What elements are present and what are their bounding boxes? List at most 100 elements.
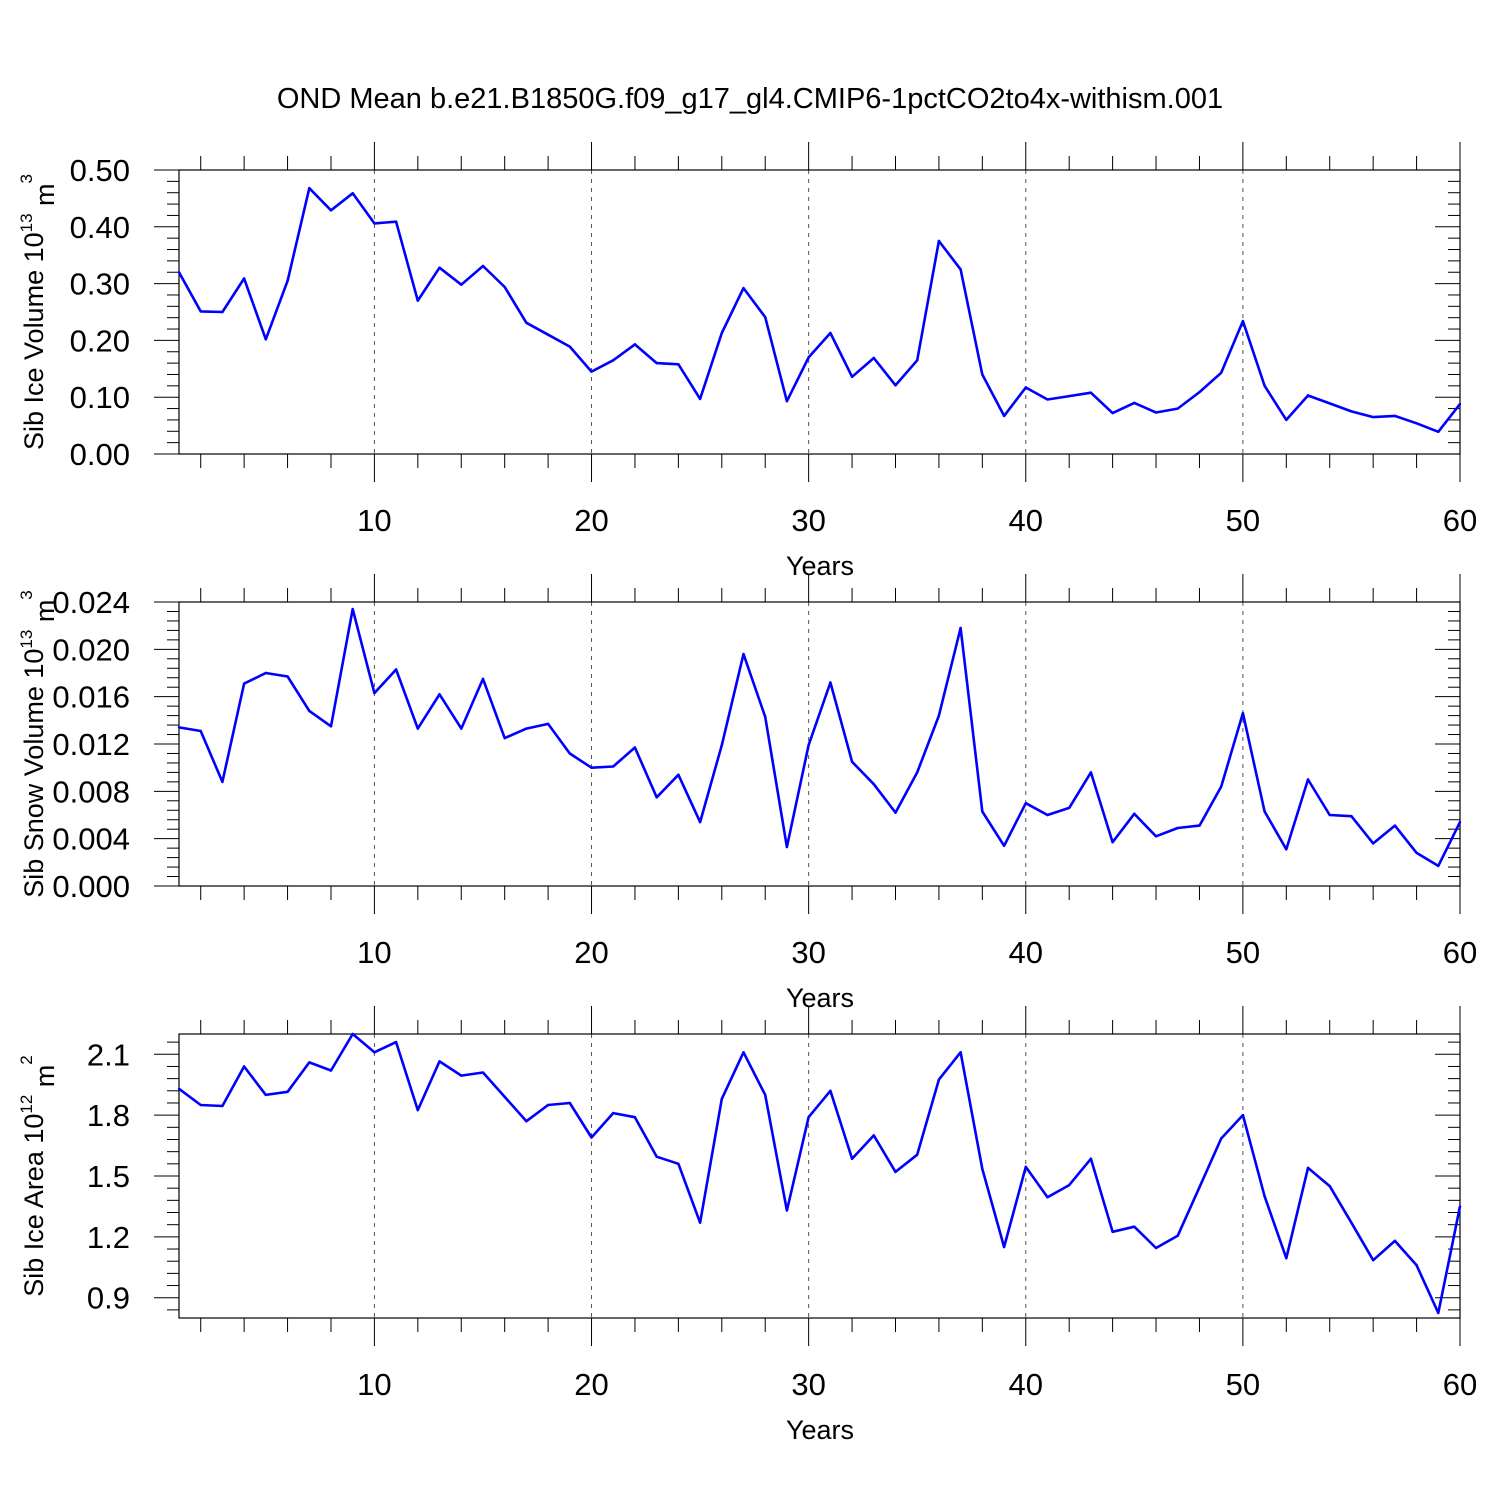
y-axis-label-part: 3: [17, 590, 36, 599]
data-point: [1241, 712, 1245, 715]
data-point: [720, 1097, 723, 1101]
data-point: [677, 363, 680, 366]
x-tick-label: 30: [791, 935, 825, 970]
data-point: [894, 1170, 897, 1174]
data-point: [525, 1120, 528, 1123]
data-point: [1111, 1230, 1114, 1233]
data-point: [1089, 1157, 1093, 1160]
data-point: [1111, 841, 1114, 844]
data-point: [546, 333, 550, 336]
data-point: [1154, 411, 1158, 414]
data-point: [916, 1153, 919, 1156]
data-point: [1350, 814, 1353, 818]
data-point: [785, 1209, 789, 1212]
data-point: [872, 783, 875, 786]
data-point: [177, 271, 181, 274]
y-axis-label-part: Sib Snow Volume 10: [19, 649, 49, 898]
data-point: [677, 773, 680, 776]
data-point: [829, 1089, 832, 1093]
x-tick-label: 50: [1226, 1367, 1260, 1402]
data-point: [1350, 410, 1353, 413]
data-point: [1306, 394, 1310, 397]
data-point: [894, 384, 897, 387]
data-point: [1415, 1264, 1418, 1267]
panel-ice-area: 0.9 1.2 1.5 1.8 2.1 10 20 30 40 50 60 Years Sib Ice …: [17, 1006, 1477, 1445]
data-point: [1263, 1195, 1266, 1198]
data-point: [1415, 422, 1418, 425]
x-tick-label: 10: [357, 1367, 391, 1402]
data-point: [416, 727, 420, 730]
data-point: [829, 681, 832, 684]
x-tick-label: 10: [357, 935, 391, 970]
y-tick-label: 1.2: [87, 1220, 130, 1255]
panel-ice-volume: 0.00 0.10 0.20 0.30 0.40 0.50 10 20 30 40 50 60 Year…: [17, 142, 1477, 581]
data-point: [1046, 1196, 1049, 1199]
data-point: [568, 1101, 572, 1105]
data-point: [351, 1032, 354, 1036]
data-point: [981, 1167, 984, 1171]
data-point: [221, 310, 224, 314]
data-point: [894, 811, 897, 814]
data-point: [1154, 835, 1158, 838]
data-point: [981, 810, 984, 813]
data-point: [1437, 1311, 1440, 1315]
data-point: [286, 279, 289, 282]
data-point: [264, 338, 268, 341]
data-point: [568, 345, 572, 348]
y-tick-label: 0.40: [70, 210, 130, 245]
data-point: [1285, 848, 1288, 851]
data-point: [416, 299, 420, 302]
data-point: [1393, 414, 1397, 418]
data-point: [329, 725, 333, 728]
data-point: [829, 331, 832, 335]
data-point: [1024, 801, 1027, 805]
data-point: [850, 760, 854, 763]
y-axis-label: Sib Ice Volume 1013 m3: [17, 174, 60, 450]
data-point: [1328, 813, 1331, 817]
x-tick-label: 40: [1009, 935, 1043, 970]
y-tick-label: 2.1: [87, 1037, 130, 1072]
data-point: [937, 239, 941, 243]
data-point: [612, 765, 615, 768]
data-point: [1306, 1166, 1310, 1170]
data-point: [481, 264, 485, 268]
data-point: [698, 1221, 702, 1224]
data-point: [698, 820, 702, 824]
data-point: [633, 1115, 637, 1119]
data-point: [546, 722, 550, 726]
data-point: [1393, 1239, 1397, 1243]
data-point: [1067, 394, 1071, 398]
data-point: [329, 209, 333, 212]
y-tick-label: 0.016: [52, 680, 130, 715]
data-point: [1219, 1137, 1223, 1140]
y-tick-label: 0.000: [52, 869, 130, 904]
data-point: [612, 359, 615, 362]
data-point: [1241, 1113, 1245, 1117]
data-point: [1350, 1221, 1353, 1224]
data-point: [351, 607, 354, 611]
data-point: [1458, 1205, 1462, 1208]
y-tick-label: 0.30: [70, 267, 130, 302]
plot-frame: [178, 169, 1461, 455]
data-point: [742, 286, 745, 290]
data-point: [329, 1069, 333, 1072]
data-point: [1219, 785, 1223, 788]
data-point: [503, 736, 506, 740]
data-point: [698, 397, 702, 401]
data-point: [1371, 1258, 1375, 1262]
data-point: [394, 668, 398, 671]
data-point: [481, 677, 485, 681]
x-tick-label: 60: [1443, 935, 1477, 970]
data-point: [416, 1108, 420, 1112]
data-point: [633, 343, 637, 346]
x-tick-label: 30: [791, 1367, 825, 1402]
data-point: [546, 1103, 550, 1107]
data-point: [807, 356, 810, 359]
data-point: [937, 714, 941, 717]
data-point: [807, 1115, 810, 1119]
data-point: [503, 1095, 506, 1099]
data-point: [655, 796, 658, 799]
data-point: [1198, 390, 1201, 394]
data-point: [764, 315, 767, 319]
y-tick-label: 0.012: [52, 727, 130, 762]
